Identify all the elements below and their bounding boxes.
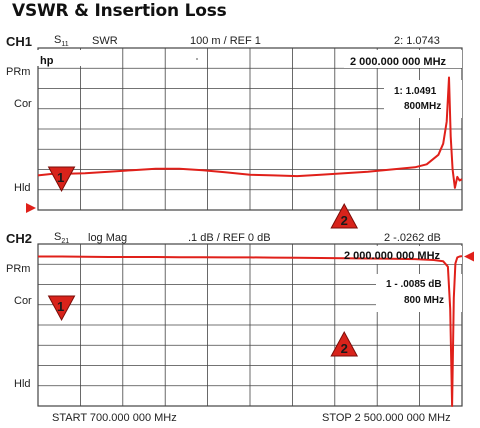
ch1-freq-box xyxy=(344,50,462,68)
ch1-trace xyxy=(37,76,463,189)
ch1-hp-box xyxy=(36,50,84,66)
ch2-side-cor: Cor xyxy=(14,295,32,307)
ch2-box-line-2: 1 - .0085 dB xyxy=(386,279,442,290)
ch2-reference-arrow xyxy=(464,251,474,262)
ch2-marker-2-label: 2 xyxy=(341,341,348,356)
ch1-marker-1-label: 1 xyxy=(57,170,64,185)
ch1-marker-2 xyxy=(330,202,359,229)
ch2-readout: 2 -.0262 dB xyxy=(384,232,441,244)
ch1-side-cor: Cor xyxy=(14,98,32,110)
ch1-format: SWR xyxy=(92,35,118,47)
ch2-box-line-1: 2 000.000 000 MHz xyxy=(344,250,441,262)
ch1-side-prm: PRm xyxy=(6,66,31,78)
ch1-marker-2-label: 2 xyxy=(341,213,348,228)
ch1-marker-1 xyxy=(47,166,76,193)
ch2-side-prm: PRm xyxy=(6,263,31,275)
ch2-param: S21 xyxy=(54,231,70,246)
ch2-marker-1-label: 1 xyxy=(57,299,64,314)
ch2-label: CH2 xyxy=(6,231,33,246)
ch1-label: CH1 xyxy=(6,34,33,49)
ch1-marker-readout: 2: 1.0743 xyxy=(394,35,440,47)
stop-frequency: STOP 2 500.000 000 MHz xyxy=(322,412,451,424)
ch2-box-line-3: 800 MHz xyxy=(404,295,445,306)
ch2-trace xyxy=(38,255,463,407)
start-frequency: START 700.000 000 MHz xyxy=(52,412,177,424)
ch2-side-hld: Hld xyxy=(14,378,31,390)
ch1-param: S11 xyxy=(54,34,69,49)
ch1-box-line-3: 800MHz xyxy=(404,101,442,112)
ch2-scale: .1 dB / REF 0 dB xyxy=(188,232,271,244)
ch1-reference-arrow xyxy=(26,203,36,213)
ch1-side-hld: Hld xyxy=(14,182,31,194)
ch1-scale: 100 m / REF 1 xyxy=(190,35,261,47)
ch2-marker-2 xyxy=(330,330,359,357)
ch2-marker-1 xyxy=(47,295,76,322)
ch1-box-line-1: 2 000.000 000 MHz xyxy=(350,56,447,68)
ch2-format: log Mag xyxy=(88,232,128,244)
ch1-hp-label: hp xyxy=(40,55,54,67)
page-title: VSWR & Insertion Loss xyxy=(12,1,227,21)
ch1-box-line-2: 1: 1.0491 xyxy=(394,86,437,97)
